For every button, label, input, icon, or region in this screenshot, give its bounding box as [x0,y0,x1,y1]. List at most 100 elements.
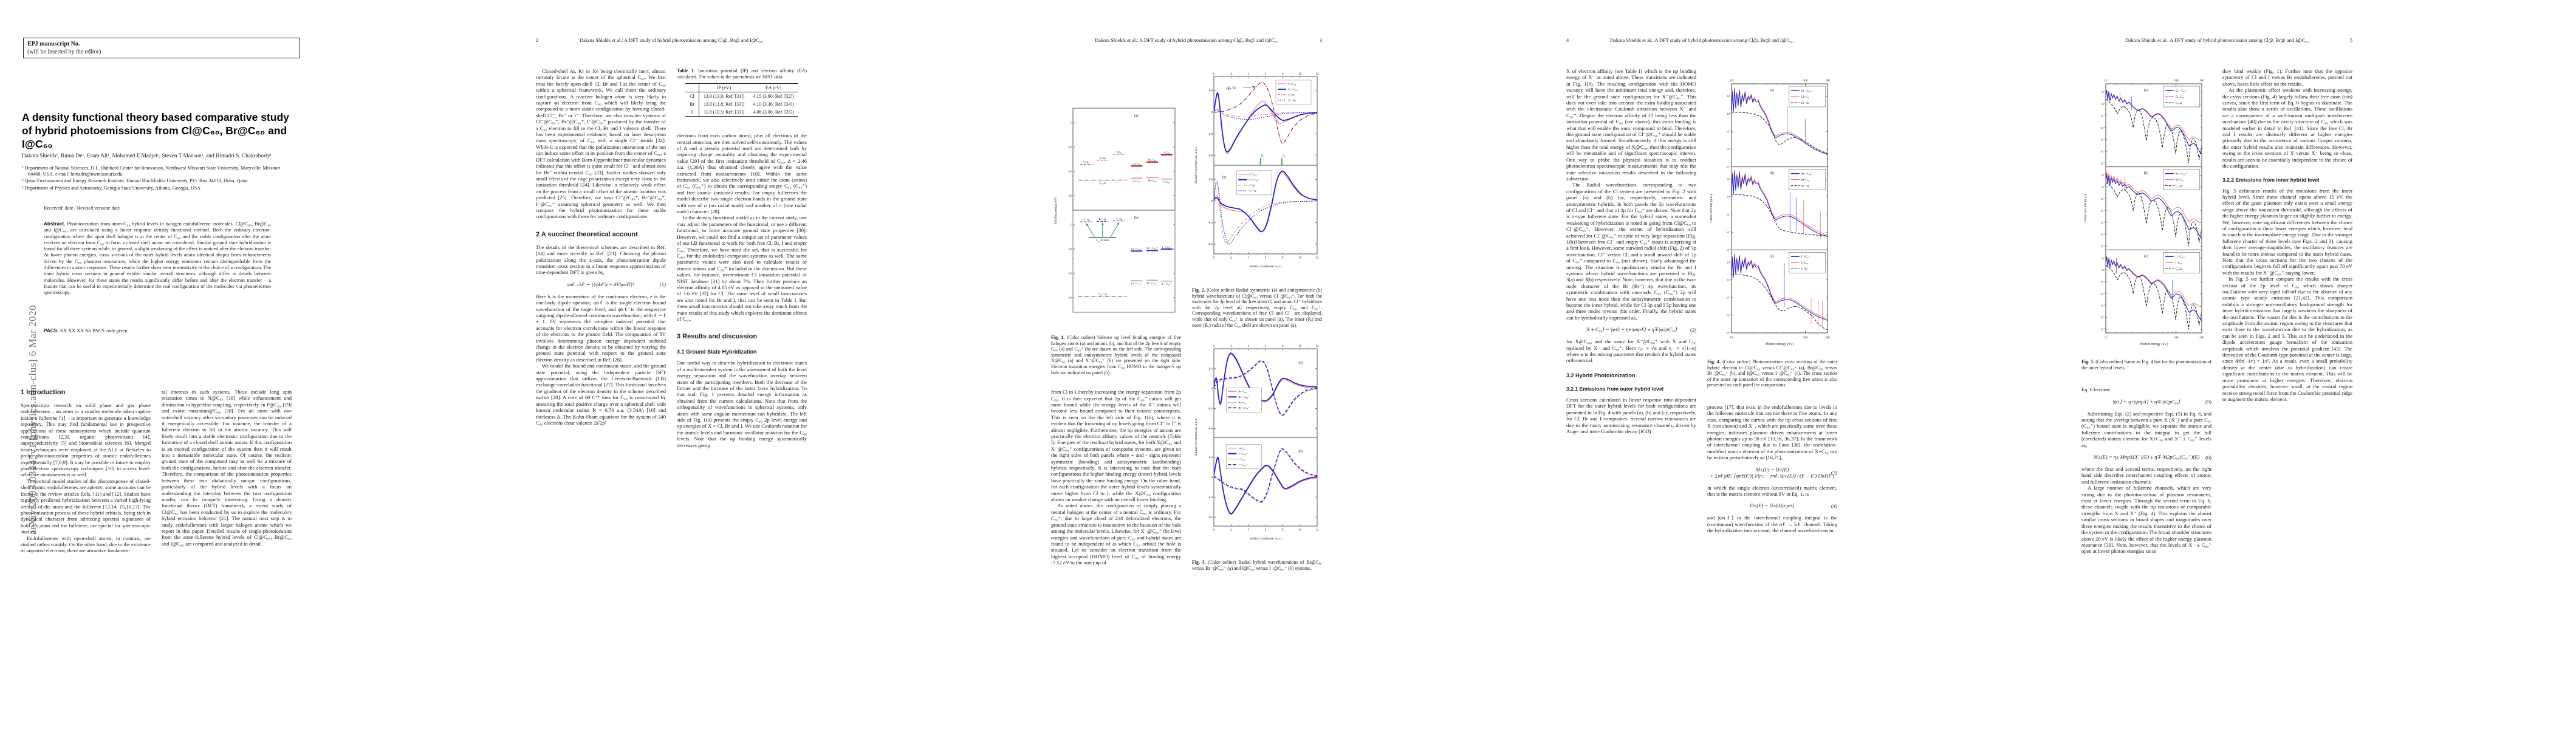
equation: M±(E) = η± MnpX(X⁻)(E) ± η∓ M2pC₆₀(C₆₀⁺)… [2081,454,2211,460]
axis-or-label-text: 10 [1298,257,1301,260]
manuscript-box-line2: (will be inserted by the editor) [27,49,101,55]
figure-caption: Fig. 4. (Color online) Photoionization c… [1707,359,1837,388]
log-tick-label: 10-2 [1726,313,1731,317]
axis-or-label-text: Cross section (a.u.) [1709,194,1713,222]
axis-or-label-text: Cl+C₆₀ [1801,96,1810,99]
axis-or-label-text: (a) [1134,114,1139,118]
log-tick-label: 10-3 [1726,331,1731,335]
table-cell: 13.9 (13.0; Ref. [31]) [703,94,745,100]
axis-or-label-text: 100 [1803,80,1808,83]
axis-or-label-text: -20 [1068,194,1072,197]
axis-or-label-text: Br⁻+C₆₀⁺ [2176,172,2187,176]
subsubsection-heading: 3.2.1 Emissions from outer hybrid level [1566,385,1663,392]
axis-or-label-text: Cl⁻+C₆₀⁺ [1131,247,1142,250]
fig4-canvas: Photon energy (eV) Cross section (a.u.) 10… [1709,80,1830,346]
table-header-cell [685,83,699,92]
column-left: Closed-shell Ar, Kr or Xe being chemical… [536,68,666,448]
table-header-cell: IP (eV) [717,85,731,91]
figure-caption: Fig. 1. (Color online) Valence np level … [1051,335,1181,375]
authors-line: Dakota Shields¹, Ruma De¹, Esam Ali¹, Mo… [22,153,272,159]
axis-or-label-text: I−C₆₀ [1238,458,1245,461]
axis-or-label-text: Br⁻ 4p [1099,217,1107,221]
log-tick-label: 10-3 [2100,221,2105,224]
paragraph: Spectroscopic research on solid phase an… [21,402,151,478]
log-tick-label: 101 [1727,177,1730,181]
table-row: I 11.8 (10.5; Ref. [33]) 4.06 (3.06; Ref. … [685,108,798,117]
subsubsection-heading: 3.2.2 Emissions from inner hybrid level [2222,176,2320,183]
column-right: Radial coordinate (a.u.) Radial wavefunct… [1192,68,1322,571]
axis-or-label-text: C₆₀2p [2176,102,2183,105]
axis-or-label-text: Cl⁻ 3p [1288,99,1296,102]
axis-or-label-text: 200 [1825,80,1830,83]
fig1-canvas: Binding energy (eV) -5 -10 -15 -20 (a) Cl 3p Br… [1053,108,1176,313]
table-header-row: IP (eV) EA (eV) [685,83,798,92]
equation-number: (5) [2205,399,2211,405]
axis-or-label-text: (c) [2144,254,2148,258]
figure-caption-label: Fig. 4. [1707,359,1721,364]
log-tick-label: 10-1 [2100,197,2105,200]
column-right: tal interests in such systems. These inc… [162,389,292,554]
figure-caption-label: Fig. 2. [1192,287,1205,293]
paragraph: in which the single electron (uncorrelat… [1707,484,1837,498]
table-cell: 11.8 (10.5; Ref. [33]) [704,109,745,115]
table-caption: Table 1. Ionization potential (IP) and e… [677,68,807,80]
paragraph: Fig. 5 delineates results of the emissio… [2222,187,2352,276]
page-5: Dakota Shields et al.: A DFT study of hy… [2061,0,2576,729]
column-left: Binding energy (eV) -5 -10 -15 -20 (a) Cl 3p Br… [1051,68,1181,571]
log-tick-label: 100 [2101,268,2105,272]
axis-or-label-text: 0 [1211,476,1213,479]
axis-or-label-text: I 5p [1117,151,1122,154]
axis-or-label-text: -0.8 [1208,428,1213,431]
affiliation: ² Qatar Environment and Energy Research … [22,178,248,184]
running-head-title: Dakota Shields et al.: A DFT study of hy… [580,38,763,43]
axis-or-label-text: 6 [1265,345,1267,348]
figure-fig2: Radial coordinate (a.u.) Radial wavefunct… [1192,68,1322,285]
log-tick-label: 10-3 [2100,304,2105,307]
axis-or-label-text: Cl+C₆₀ [1288,83,1297,86]
axis-or-label-text: Br⁻+C₆₀⁺ [1238,406,1250,409]
axis-or-label-text: Radial coordinate (a.u.) [1250,536,1282,541]
axis-or-label-text: 100 [1803,337,1808,340]
log-tick-label: 10-2 [2100,292,2105,295]
paragraph: Eq. 6 become [2081,386,2111,393]
axis-or-label-text: Radial wavefunction (a.u.) [1194,147,1198,183]
log-tick-label: 101 [2101,256,2105,260]
axis-or-label-text: 6 [1265,73,1267,76]
axis-or-label-text: 0.4 [1209,368,1213,371]
log-tick-label: 10-5 [2100,162,2105,165]
axis-or-label-text: 0 [1211,388,1213,391]
axis-or-label-text: C₆₀2p [2176,268,2183,271]
axis-or-label-text: (a) [1226,87,1230,91]
axis-or-label-text: 0 [1211,111,1213,114]
equation-body: D±(E) = ⟨ks(d)|z|φ±⟩ [1750,502,1795,509]
log-tick-label: 10-3 [1726,248,1731,252]
running-head: 2 Dakota Shields et al.: A DFT study of h… [536,38,807,43]
axis-or-label-text: -0.4 [1208,496,1213,499]
axis-or-label-text: Rᵢ [1261,154,1264,158]
table-cell: 4.10 (3.36; Ref. [34]) [753,101,794,108]
log-tick-label: 10-4 [2100,149,2105,153]
axis-or-label-text: 0.4 [1209,457,1213,460]
table-head: IP (eV) EA (eV) [685,83,798,92]
axis-or-label-text: Cl−C₆₀ [2176,96,2184,99]
table-cell: Cl [685,92,699,101]
axis-or-label-text: Br 4p [1100,156,1106,159]
axis-or-label-text: (b) [1134,216,1139,220]
log-tick-label: 10-5 [2100,244,2105,248]
log-tick-label: 10-2 [2100,209,2105,213]
axis-or-label-text: Br+C₆₀ [1238,401,1247,404]
paragraph: The Radial wavefunctions corresponding t… [1566,182,1696,321]
figure-fig3: Radial coordinate (a.u.) Radial wavefunct… [1192,340,1322,557]
axis-or-label-text: 2 [1230,73,1232,76]
running-head-title: Dakota Shields et al.: A DFT study of hy… [2125,38,2309,43]
axis-or-label-text: Cl⁻ 3p [1082,218,1090,221]
figure-fig5: Photon energy (eV) Cross section (a.u.) 15… [2081,68,2211,357]
equation: σnℓ→kℓ′ ∼ |⟨ψkℓ′|z + δV|φnℓ⟩|². (1) [536,281,666,288]
axis-or-label-text: (a) [1770,88,1774,92]
log-tick-label: 10-5 [2100,327,2105,331]
fig3-canvas: Radial coordinate (a.u.) Radial wavefunct… [1194,345,1319,541]
equation-number: (1) [659,281,666,288]
fig5-canvas: Photon energy (eV) Cross section (a.u.) 15… [2083,80,2204,346]
log-tick-label: 100 [1727,195,1730,199]
affiliation: ¹ Department of Natural Sciences, D.L. H… [22,165,281,177]
